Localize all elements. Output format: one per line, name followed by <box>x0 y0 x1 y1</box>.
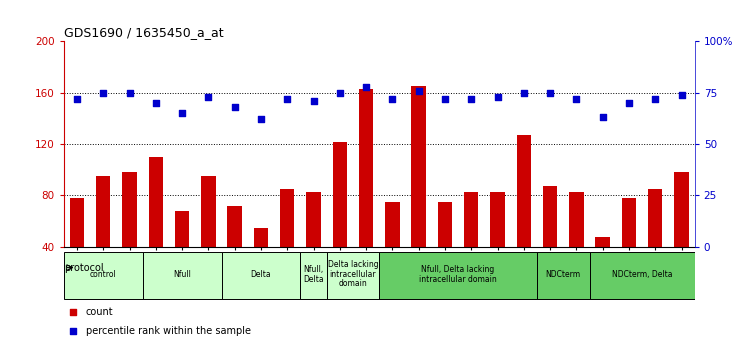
Text: Nfull: Nfull <box>173 270 191 279</box>
Bar <box>143 252 222 299</box>
Text: Delta lacking
intracellular
domain: Delta lacking intracellular domain <box>327 260 379 288</box>
Point <box>544 90 556 96</box>
Point <box>308 98 320 104</box>
Point <box>597 115 609 120</box>
Text: Nfull,
Delta: Nfull, Delta <box>303 265 324 284</box>
Point <box>68 328 80 334</box>
Bar <box>464 191 478 247</box>
Bar <box>280 189 294 247</box>
Bar <box>228 206 242 247</box>
Bar <box>596 237 610 247</box>
Bar <box>222 252 300 299</box>
Bar <box>622 198 636 247</box>
Point <box>176 110 188 116</box>
Bar <box>359 89 373 247</box>
Bar <box>122 172 137 247</box>
Point <box>124 90 136 96</box>
Bar <box>300 252 327 299</box>
Bar <box>96 176 110 247</box>
Bar <box>385 202 400 247</box>
Bar <box>201 176 216 247</box>
Point <box>387 96 399 102</box>
Bar <box>438 202 452 247</box>
Point <box>623 100 635 106</box>
Bar <box>175 211 189 247</box>
Point <box>150 100 162 106</box>
Text: GDS1690 / 1635450_a_at: GDS1690 / 1635450_a_at <box>64 26 224 39</box>
Text: percentile rank within the sample: percentile rank within the sample <box>86 326 251 336</box>
Text: NDCterm, Delta: NDCterm, Delta <box>612 270 672 279</box>
Point <box>98 90 110 96</box>
Bar <box>537 252 590 299</box>
Text: Delta: Delta <box>251 270 271 279</box>
Bar <box>254 228 268 247</box>
Point <box>466 96 478 102</box>
Point <box>676 92 688 98</box>
Bar <box>149 157 163 247</box>
Text: NDCterm: NDCterm <box>546 270 581 279</box>
Bar <box>333 141 347 247</box>
Point <box>281 96 293 102</box>
Bar <box>379 252 537 299</box>
Bar <box>648 189 662 247</box>
Text: count: count <box>86 307 113 317</box>
Text: protocol: protocol <box>65 263 104 273</box>
Point <box>334 90 346 96</box>
Bar <box>674 172 689 247</box>
Point <box>228 105 240 110</box>
Bar <box>543 186 557 247</box>
Point <box>203 94 215 100</box>
Bar <box>306 191 321 247</box>
Text: control: control <box>90 270 116 279</box>
Bar <box>64 252 143 299</box>
Bar <box>327 252 379 299</box>
Bar <box>412 86 426 247</box>
Point <box>71 96 83 102</box>
Text: Nfull, Delta lacking
intracellular domain: Nfull, Delta lacking intracellular domai… <box>419 265 497 284</box>
Point <box>413 88 425 93</box>
Bar <box>569 191 584 247</box>
Point <box>360 84 372 89</box>
Bar <box>517 135 531 247</box>
Point <box>571 96 583 102</box>
Point <box>492 94 504 100</box>
Point <box>68 309 80 315</box>
Bar <box>590 252 695 299</box>
Point <box>518 90 530 96</box>
Point <box>255 117 267 122</box>
Bar <box>70 198 84 247</box>
Point <box>649 96 661 102</box>
Bar <box>490 191 505 247</box>
Point <box>439 96 451 102</box>
